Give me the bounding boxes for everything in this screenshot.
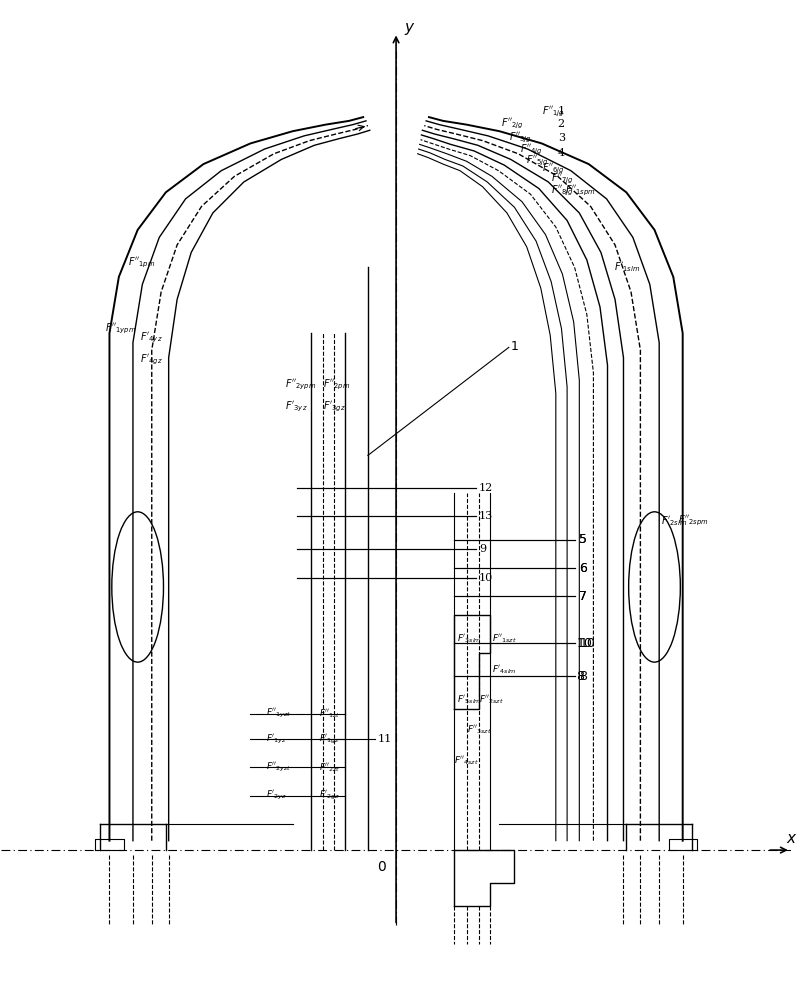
Text: 0: 0 <box>378 860 386 874</box>
Text: $y$: $y$ <box>403 22 415 37</box>
Text: 8: 8 <box>577 669 585 682</box>
Text: 13: 13 <box>478 512 493 522</box>
Text: 6: 6 <box>579 562 587 575</box>
Text: $F''_{2zt}$: $F''_{2zt}$ <box>319 761 341 774</box>
Text: 5: 5 <box>579 533 587 546</box>
Text: 10: 10 <box>577 637 592 650</box>
Text: $F'_{2yz}$: $F'_{2yz}$ <box>266 789 287 803</box>
Text: $F'_{5slm}$: $F'_{5slm}$ <box>457 693 482 706</box>
Text: $F''_{2spm}$: $F''_{2spm}$ <box>678 514 709 528</box>
Text: $F'_{2gz}$: $F'_{2gz}$ <box>319 789 341 803</box>
Text: $F'_{1gz}$: $F'_{1gz}$ <box>319 733 341 745</box>
Text: $F'_{2slm}$: $F'_{2slm}$ <box>661 515 688 528</box>
Text: $F''_{2yzt}$: $F''_{2yzt}$ <box>266 761 292 774</box>
Text: $F''_{1zt}$: $F''_{1zt}$ <box>319 708 341 720</box>
Text: $F''_{1yzt}$: $F''_{1yzt}$ <box>266 707 292 721</box>
Text: $x$: $x$ <box>786 830 798 846</box>
Text: $F''_{1szt}$: $F''_{1szt}$ <box>492 632 517 645</box>
Text: $F'_{3slm}$: $F'_{3slm}$ <box>457 632 482 645</box>
Text: $F''_{4szt}$: $F''_{4szt}$ <box>454 754 479 767</box>
Text: 11: 11 <box>378 735 391 744</box>
Text: 12: 12 <box>478 483 493 493</box>
Text: 10: 10 <box>579 637 595 650</box>
Text: $F''_{1ypm}$: $F''_{1ypm}$ <box>105 321 136 336</box>
Text: $F'_{3gz}$: $F'_{3gz}$ <box>322 399 346 414</box>
Text: 1: 1 <box>510 340 518 353</box>
Text: $F'_{3yz}$: $F'_{3yz}$ <box>285 399 308 414</box>
Text: 8: 8 <box>579 669 587 682</box>
Text: $F''_{7jg}$: $F''_{7jg}$ <box>551 172 574 186</box>
Text: 2: 2 <box>558 118 565 129</box>
Text: 7: 7 <box>579 590 587 602</box>
Text: 1: 1 <box>558 106 565 116</box>
Text: 9: 9 <box>478 544 486 554</box>
Text: $F''_{3jg}$: $F''_{3jg}$ <box>509 130 532 145</box>
Text: $F''_{1spm}$: $F''_{1spm}$ <box>566 183 596 197</box>
Text: 6: 6 <box>579 562 587 575</box>
Text: $F''_{6jg}$: $F''_{6jg}$ <box>542 162 565 176</box>
Text: $F''_{2ypm}$: $F''_{2ypm}$ <box>285 378 317 392</box>
Text: 10: 10 <box>478 573 493 583</box>
Text: 4: 4 <box>558 148 565 158</box>
Text: $F''_{2szt}$: $F''_{2szt}$ <box>478 693 504 706</box>
Text: $F''_{3szt}$: $F''_{3szt}$ <box>466 724 491 737</box>
Text: 3: 3 <box>558 133 565 143</box>
Text: $F''_{5jg}$: $F''_{5jg}$ <box>526 153 549 168</box>
Text: 5: 5 <box>579 533 587 546</box>
Text: $F'_{1slm}$: $F'_{1slm}$ <box>614 260 641 274</box>
Text: $F''_{2jg}$: $F''_{2jg}$ <box>502 116 524 131</box>
Text: $F''_{1jg}$: $F''_{1jg}$ <box>542 105 565 118</box>
Text: $F'_{4gz}$: $F'_{4gz}$ <box>141 352 163 367</box>
Text: $F''_{4jg}$: $F''_{4jg}$ <box>520 143 543 157</box>
Text: $F'_{4yz}$: $F'_{4yz}$ <box>141 330 163 345</box>
Text: $F'_{1yz}$: $F'_{1yz}$ <box>266 733 287 745</box>
Text: $F''_{2pm}$: $F''_{2pm}$ <box>322 378 350 392</box>
Text: $F''_{1pm}$: $F''_{1pm}$ <box>128 255 155 270</box>
Text: $F'_{4slm}$: $F'_{4slm}$ <box>492 664 517 676</box>
Text: $F''_{8jg}$: $F''_{8jg}$ <box>551 183 574 197</box>
Text: 7: 7 <box>579 590 587 602</box>
